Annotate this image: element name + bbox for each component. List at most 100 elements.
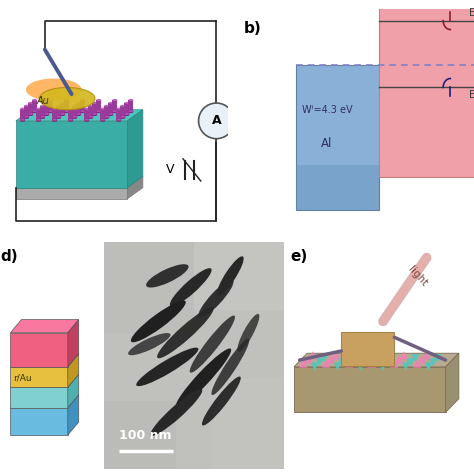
Polygon shape [96,100,101,112]
Polygon shape [401,362,410,371]
Polygon shape [310,362,319,371]
Polygon shape [309,351,317,359]
Polygon shape [16,110,143,121]
Polygon shape [10,354,79,367]
Polygon shape [10,395,79,408]
Ellipse shape [52,118,57,121]
Ellipse shape [116,120,121,122]
Ellipse shape [124,102,129,104]
Ellipse shape [202,376,241,426]
Ellipse shape [120,105,125,107]
Polygon shape [294,353,459,367]
Ellipse shape [40,105,45,107]
Ellipse shape [20,108,25,109]
Polygon shape [36,109,41,121]
Polygon shape [10,367,68,387]
Ellipse shape [104,117,109,119]
Ellipse shape [44,114,49,116]
Polygon shape [429,358,438,366]
Polygon shape [349,356,358,364]
Ellipse shape [24,117,29,119]
Polygon shape [422,351,431,359]
Ellipse shape [109,114,113,116]
Ellipse shape [88,105,93,107]
Ellipse shape [128,99,133,101]
Ellipse shape [190,316,235,373]
Polygon shape [64,100,69,112]
Ellipse shape [56,116,61,118]
Polygon shape [120,106,125,118]
Polygon shape [406,358,415,366]
Polygon shape [68,395,79,435]
Ellipse shape [32,110,37,112]
Ellipse shape [36,108,41,109]
Polygon shape [16,188,127,199]
Ellipse shape [68,108,73,109]
Ellipse shape [56,117,61,119]
Polygon shape [424,362,433,371]
Ellipse shape [128,111,133,113]
Ellipse shape [88,116,93,118]
Ellipse shape [64,99,69,101]
Ellipse shape [217,256,244,295]
Ellipse shape [26,79,82,101]
Text: b): b) [244,21,262,36]
Polygon shape [377,351,385,359]
Polygon shape [92,103,97,115]
Ellipse shape [131,301,186,342]
Ellipse shape [112,99,117,101]
Polygon shape [365,354,374,362]
Polygon shape [72,106,77,118]
Ellipse shape [52,108,57,109]
Polygon shape [76,103,81,115]
Ellipse shape [88,117,93,119]
Text: V: V [165,164,174,176]
FancyBboxPatch shape [104,242,284,469]
Ellipse shape [80,99,85,101]
Ellipse shape [80,110,85,112]
Ellipse shape [136,347,199,386]
Ellipse shape [84,120,89,122]
Polygon shape [331,351,340,359]
Polygon shape [16,121,127,188]
Polygon shape [10,374,79,387]
Ellipse shape [36,120,41,122]
Polygon shape [127,110,143,188]
Polygon shape [68,374,79,408]
Polygon shape [395,356,403,364]
Polygon shape [388,354,397,362]
Ellipse shape [40,117,45,119]
Polygon shape [10,319,79,333]
Ellipse shape [124,113,129,115]
Polygon shape [356,362,365,371]
Ellipse shape [112,111,117,113]
Ellipse shape [64,111,69,113]
FancyBboxPatch shape [104,242,194,333]
Ellipse shape [92,114,97,116]
Ellipse shape [64,110,69,112]
Text: Eᵥ=5: Eᵥ=5 [469,90,474,100]
Ellipse shape [100,108,105,109]
Polygon shape [299,359,308,368]
Polygon shape [390,359,399,368]
Polygon shape [418,356,426,364]
Ellipse shape [100,120,105,122]
Polygon shape [104,106,109,118]
Polygon shape [10,408,68,435]
Text: Wⁱ=4.3 eV: Wⁱ=4.3 eV [302,105,352,115]
Ellipse shape [112,110,117,112]
Polygon shape [304,356,312,364]
Polygon shape [109,103,113,115]
Ellipse shape [96,110,101,112]
FancyBboxPatch shape [212,378,284,469]
Ellipse shape [20,120,25,122]
Text: Au: Au [36,96,49,106]
Polygon shape [345,359,353,368]
Ellipse shape [28,114,33,116]
Text: Eₑ=4: Eₑ=4 [469,9,474,18]
Ellipse shape [68,118,73,121]
Ellipse shape [39,87,95,110]
Polygon shape [400,351,408,359]
Polygon shape [88,106,93,118]
Polygon shape [24,106,29,118]
